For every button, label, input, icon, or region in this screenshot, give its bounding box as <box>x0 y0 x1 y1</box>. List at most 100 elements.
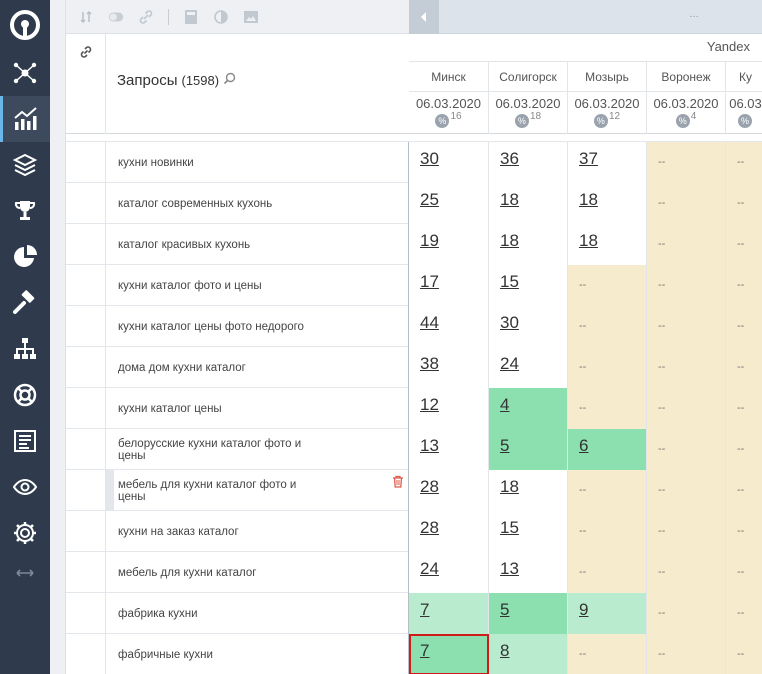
position-cell-empty[interactable]: -- <box>647 347 726 388</box>
position-cell[interactable]: 24 <box>489 347 568 388</box>
position-link[interactable]: 30 <box>420 149 439 168</box>
column-header[interactable]: Мозырь 06.03.2020% 12 <box>568 62 647 134</box>
position-cell[interactable]: 7 <box>409 634 489 674</box>
position-cell-empty[interactable]: -- <box>647 470 726 511</box>
position-cell-empty[interactable]: -- <box>726 183 762 224</box>
sidebar-item-eye[interactable] <box>0 464 50 510</box>
sidebar-item-gear[interactable] <box>0 510 50 556</box>
query-cell[interactable]: каталог современных кухонь <box>106 183 409 224</box>
position-link[interactable]: 7 <box>420 641 430 660</box>
position-link[interactable]: 25 <box>420 190 439 209</box>
link-cell[interactable] <box>66 224 106 265</box>
column-header[interactable]: Солигорск 06.03.2020% 18 <box>489 62 568 134</box>
position-cell-empty[interactable]: -- <box>647 429 726 470</box>
link-cell[interactable] <box>66 634 106 674</box>
query-cell[interactable]: кухни на заказ каталог <box>106 511 409 552</box>
scroll-handle[interactable]: … <box>689 9 700 20</box>
link-cell[interactable] <box>66 470 106 511</box>
link-cell[interactable] <box>66 511 106 552</box>
position-link[interactable]: 8 <box>500 641 510 660</box>
position-cell[interactable]: 30 <box>409 142 489 183</box>
position-cell[interactable]: 4 <box>489 388 568 429</box>
position-link[interactable]: 37 <box>579 149 598 168</box>
position-link[interactable]: 24 <box>420 559 439 578</box>
position-cell-empty[interactable]: -- <box>647 183 726 224</box>
position-cell[interactable]: 8 <box>489 634 568 674</box>
position-cell[interactable]: 15 <box>489 265 568 306</box>
toggle-icon[interactable] <box>108 9 124 25</box>
position-cell-empty[interactable]: -- <box>726 511 762 552</box>
position-link[interactable]: 15 <box>500 518 519 537</box>
search-icon[interactable] <box>223 72 236 85</box>
position-link[interactable]: 7 <box>420 600 430 619</box>
position-cell[interactable]: 12 <box>409 388 489 429</box>
position-cell[interactable]: 25 <box>409 183 489 224</box>
position-cell-empty[interactable]: -- <box>647 511 726 552</box>
position-cell[interactable]: 5 <box>489 429 568 470</box>
position-link[interactable]: 44 <box>420 313 439 332</box>
sidebar-item-trophy[interactable] <box>0 188 50 234</box>
position-cell-empty[interactable]: -- <box>568 552 647 593</box>
sidebar-item-expand[interactable] <box>0 550 50 596</box>
query-cell[interactable]: дома дом кухни каталог <box>106 347 409 388</box>
position-cell-empty[interactable]: -- <box>726 470 762 511</box>
position-link[interactable]: 30 <box>500 313 519 332</box>
position-link[interactable]: 4 <box>500 395 510 414</box>
position-cell-empty[interactable]: -- <box>726 634 762 674</box>
position-link[interactable]: 15 <box>500 272 519 291</box>
position-link[interactable]: 17 <box>420 272 439 291</box>
position-cell-empty[interactable]: -- <box>568 347 647 388</box>
query-cell[interactable]: мебель для кухни каталог фото и цены <box>106 470 409 511</box>
column-header[interactable]: Воронеж 06.03.2020% 4 <box>647 62 726 134</box>
position-cell[interactable]: 28 <box>409 511 489 552</box>
query-cell[interactable]: кухни новинки <box>106 142 409 183</box>
contrast-icon[interactable] <box>213 9 229 25</box>
position-cell[interactable]: 5 <box>489 593 568 634</box>
position-link[interactable]: 19 <box>420 231 439 250</box>
position-cell[interactable]: 18 <box>489 183 568 224</box>
sidebar-item-chart[interactable] <box>0 96 50 142</box>
position-cell[interactable]: 15 <box>489 511 568 552</box>
query-cell[interactable]: кухни каталог цены фото недорого <box>106 306 409 347</box>
position-cell[interactable]: 9 <box>568 593 647 634</box>
position-cell[interactable]: 36 <box>489 142 568 183</box>
position-cell[interactable]: 24 <box>409 552 489 593</box>
sidebar-item-network[interactable] <box>0 50 50 96</box>
query-cell[interactable]: каталог красивых кухонь <box>106 224 409 265</box>
column-header[interactable]: Минск 06.03.2020% 16 <box>409 62 489 134</box>
position-cell[interactable]: 18 <box>489 470 568 511</box>
position-cell-empty[interactable]: -- <box>726 388 762 429</box>
sort-icon[interactable] <box>78 9 94 25</box>
position-link[interactable]: 28 <box>420 477 439 496</box>
position-cell-empty[interactable]: -- <box>647 634 726 674</box>
position-cell[interactable]: 19 <box>409 224 489 265</box>
link-cell[interactable] <box>66 347 106 388</box>
position-cell[interactable]: 13 <box>489 552 568 593</box>
position-cell[interactable]: 28 <box>409 470 489 511</box>
position-link[interactable]: 18 <box>500 190 519 209</box>
link-cell[interactable] <box>66 142 106 183</box>
position-cell-empty[interactable]: -- <box>647 142 726 183</box>
position-cell[interactable]: 38 <box>409 347 489 388</box>
position-cell-empty[interactable]: -- <box>726 429 762 470</box>
position-link[interactable]: 9 <box>579 600 589 619</box>
position-cell[interactable]: 17 <box>409 265 489 306</box>
position-cell[interactable]: 18 <box>568 224 647 265</box>
position-link[interactable]: 24 <box>500 354 519 373</box>
position-link[interactable]: 18 <box>579 190 598 209</box>
position-cell-empty[interactable]: -- <box>647 552 726 593</box>
position-cell-empty[interactable]: -- <box>726 224 762 265</box>
link-cell[interactable] <box>66 183 106 224</box>
trash-icon[interactable] <box>392 475 404 491</box>
position-cell-empty[interactable]: -- <box>568 634 647 674</box>
position-cell-empty[interactable]: -- <box>726 593 762 634</box>
image-icon[interactable] <box>243 9 259 25</box>
sidebar-item-sitemap[interactable] <box>0 326 50 372</box>
calculator-icon[interactable] <box>183 9 199 25</box>
logo-icon[interactable] <box>0 0 50 50</box>
position-cell-empty[interactable]: -- <box>726 347 762 388</box>
query-cell[interactable]: кухни каталог фото и цены <box>106 265 409 306</box>
chain-link-icon[interactable] <box>78 44 94 60</box>
position-cell[interactable]: 18 <box>489 224 568 265</box>
sidebar-item-hammer[interactable] <box>0 280 50 326</box>
